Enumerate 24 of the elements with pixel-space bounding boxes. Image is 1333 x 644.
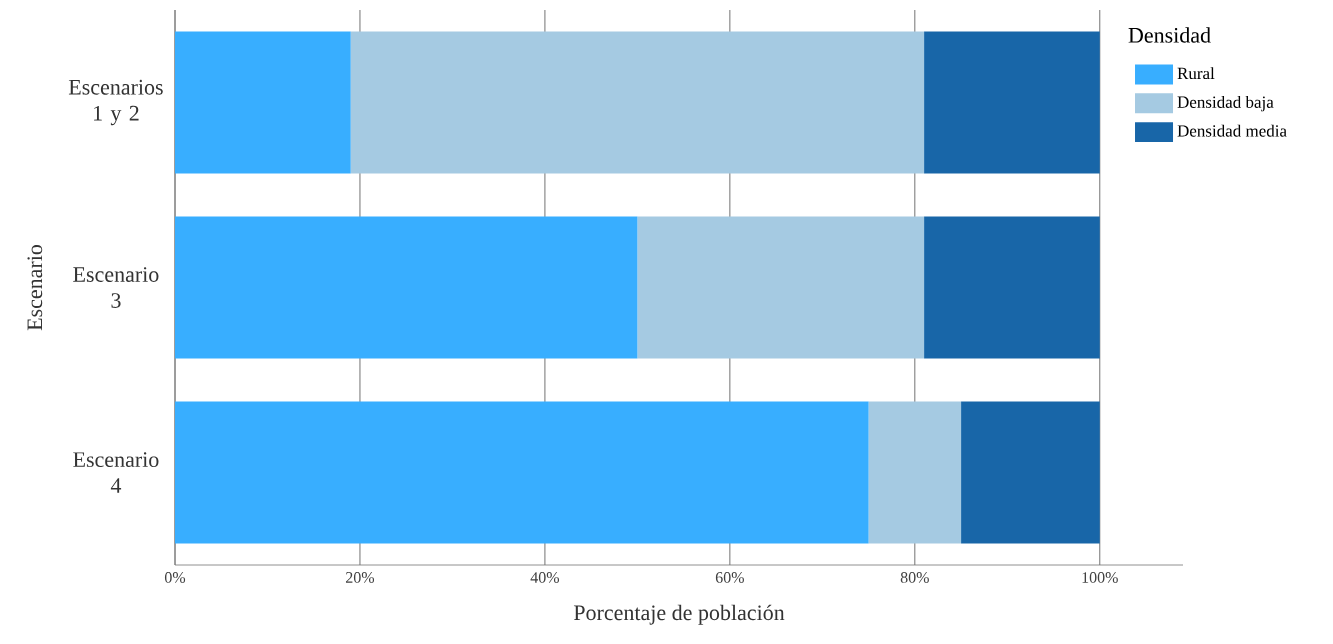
bar [924,216,1100,359]
bar [637,216,925,359]
y-tick-label: Escenario 3 [73,267,159,308]
legend-label: Densidad baja [1177,95,1274,112]
bar [350,31,925,174]
x-tick-label: 20% [345,572,375,583]
bar [868,401,962,544]
y-tick-label: Escenarios 1 y 2 [68,79,163,126]
y-axis-title: Escenario [27,244,43,331]
bar [924,31,1100,174]
bar [175,401,869,544]
legend-title: Densidad [1128,27,1211,43]
bar [175,216,638,359]
legend-label: Densidad media [1177,124,1287,137]
x-tick-label: 40% [530,572,560,583]
x-tick-label: 60% [715,572,744,583]
x-tick-label: 100% [1082,572,1118,583]
x-axis-title: Porcentaje de población [573,604,785,625]
x-tick-label: 80% [900,572,929,583]
bar [175,31,351,174]
x-tick-label: 0% [164,572,186,583]
bar [961,401,1100,544]
legend-label: Rural [1177,67,1215,80]
y-tick-label: Escenario 4 [73,452,159,493]
